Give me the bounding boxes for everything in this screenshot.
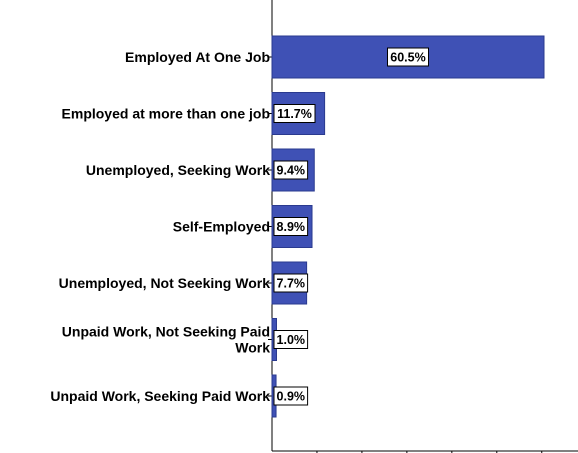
data-label-box [273,217,309,236]
category-label: Employed At One Job [125,49,270,65]
category-label: Unemployed, Seeking Work [86,162,270,178]
category-label-line: Unemployed, Not Seeking Work [59,275,271,291]
data-label: 7.7% [277,277,306,291]
category-label: Employed at more than one job [62,106,270,122]
data-label: 11.7% [277,107,312,121]
data-label: 1.0% [277,333,306,347]
data-label: 60.5% [390,51,425,65]
category-label-line: Employed At One Job [125,49,270,65]
data-label-box [273,160,309,180]
category-label-line: Self-Employed [173,219,270,235]
data-label: 9.4% [277,164,306,178]
category-label-line: Unpaid Work, Seeking Paid Work [50,388,270,404]
category-label-line: Unpaid Work, Not Seeking Paid [62,324,270,340]
data-label-box [273,330,309,349]
category-label: Unpaid Work, Not Seeking Paid Work [62,324,270,356]
category-label: Unpaid Work, Seeking Paid Work [50,388,270,404]
category-label-line: Unemployed, Seeking Work [86,162,270,178]
category-label-line: Work [235,340,270,356]
data-label-box [273,386,309,406]
category-label: Unemployed, Not Seeking Work [59,275,271,291]
data-label-box [273,104,316,123]
category-label-line: Employed at more than one job [62,106,270,122]
data-label: 8.9% [277,220,306,234]
data-label-box [273,273,309,293]
data-label: 0.9% [277,390,306,404]
category-label: Self-Employed [173,219,270,235]
data-label-box [387,47,429,67]
